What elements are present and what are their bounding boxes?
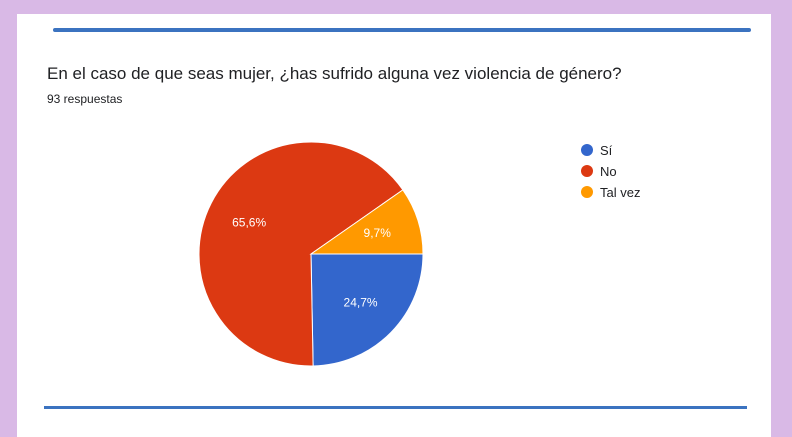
- slice-label-0: 24,7%: [344, 296, 378, 310]
- pie-slice-labels: 24,7% 65,6% 9,7%: [232, 215, 391, 309]
- response-count: 93 respuestas: [47, 92, 123, 106]
- survey-card: En el caso de que seas mujer, ¿has sufri…: [17, 14, 771, 437]
- pie-slices: [198, 141, 424, 367]
- legend-marker-1: [581, 165, 593, 177]
- pie-slice-1: [198, 141, 404, 367]
- card-bottom-border: [44, 406, 747, 409]
- question-title: En el caso de que seas mujer, ¿has sufri…: [47, 64, 622, 83]
- slice-label-2: 9,7%: [364, 226, 392, 240]
- legend-label-0: Sí: [600, 143, 613, 158]
- card-top-border: [53, 28, 751, 32]
- slice-label-1: 65,6%: [232, 215, 266, 229]
- pie-slice-0: [310, 253, 424, 367]
- pie-slice-2: [309, 189, 424, 255]
- chart-legend: Sí No Tal vez: [581, 143, 640, 200]
- legend-marker-0: [581, 144, 593, 156]
- pie-chart: 24,7% 65,6% 9,7% Sí No Tal vez: [198, 141, 640, 367]
- legend-label-1: No: [600, 164, 617, 179]
- legend-label-2: Tal vez: [600, 185, 640, 200]
- legend-marker-2: [581, 186, 593, 198]
